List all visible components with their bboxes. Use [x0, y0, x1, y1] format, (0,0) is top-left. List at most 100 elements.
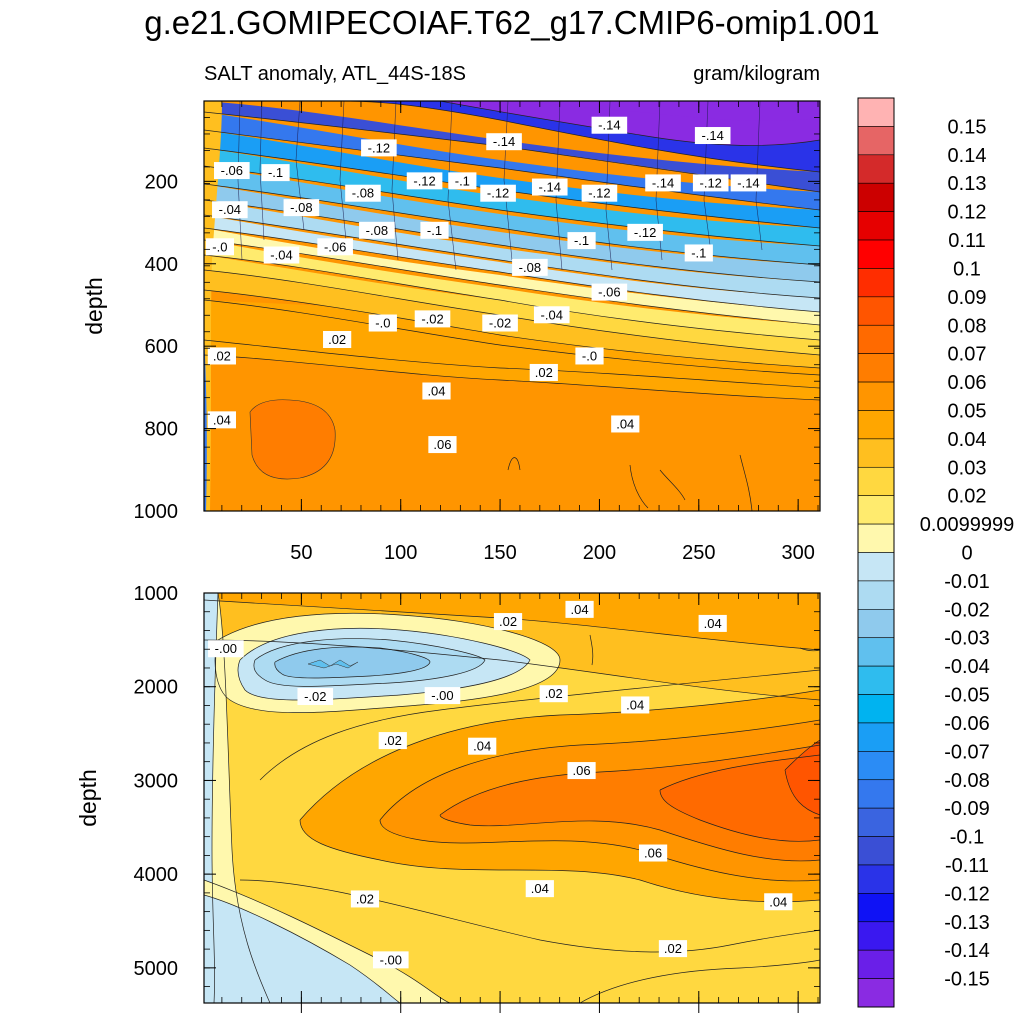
- upper-contour-label: -.04: [263, 246, 300, 264]
- upper-frame: [203, 100, 821, 512]
- lower-contour-label: .04: [468, 737, 497, 755]
- lower-contour-label-text: .02: [499, 614, 517, 629]
- colorbar-swatch: [857, 921, 895, 951]
- upper-contour-label-bg: [529, 363, 558, 381]
- upper-contour-label-text: -.14: [701, 128, 723, 143]
- upper-contour-label: .02: [207, 347, 236, 365]
- lower-contour-label-bg: [493, 613, 523, 631]
- upper-ytick-label: 800: [145, 419, 178, 441]
- lower-contour-label: .04: [621, 696, 650, 714]
- upper-contour-label-bg: [420, 221, 449, 239]
- colorbar-label: -0.08: [944, 770, 990, 792]
- colorbar-label: 0.05: [948, 400, 987, 422]
- upper-left-edge: [204, 330, 207, 511]
- upper-band-m005: [204, 148, 820, 246]
- upper-contour-label-text: -.12: [700, 175, 722, 190]
- lower-ytick-label: 1000: [134, 583, 179, 605]
- upper-xtick-label: 250: [682, 542, 715, 564]
- upper-contour-label-text: -.06: [324, 239, 346, 254]
- upper-band-m002: [204, 200, 820, 298]
- upper-band-000: [204, 228, 820, 325]
- colorbar-label: -0.09: [944, 798, 990, 820]
- lower-contour-label: .02: [378, 732, 407, 750]
- upper-contour-label-text: .02: [213, 348, 231, 363]
- colorbar-swatch: [857, 466, 895, 496]
- upper-contour-label: .06: [428, 436, 457, 454]
- upper-contour-label-text: -.0: [582, 348, 597, 363]
- upper-contour-label: -.12: [406, 172, 443, 190]
- upper-contour-label: -.14: [486, 133, 522, 151]
- lower-panel: .04 .02 .04 -.00 -.02 -.00 .02 .04 .02 .04 .06 .06.…: [204, 593, 820, 1003]
- upper-contour-label: -.14: [591, 116, 628, 134]
- lower-contour-label-text: .02: [356, 891, 374, 906]
- upper-contour-label: .04: [611, 415, 640, 433]
- colorbar-label: -0.02: [944, 599, 990, 621]
- lower-contour-label-text: .06: [644, 846, 662, 861]
- upper-contour-label-bg: [368, 314, 397, 332]
- colorbar-swatch: [857, 495, 895, 525]
- upper-contour-label-text: -.1: [691, 245, 706, 260]
- lower-contour-label: .04: [525, 880, 554, 898]
- colorbar-swatch: [857, 609, 895, 639]
- upper-contour-label-text: .04: [427, 384, 445, 399]
- colorbar-swatch: [857, 239, 895, 269]
- lower-contour-label-text: .02: [664, 941, 682, 956]
- colorbar-swatch: [857, 154, 895, 184]
- upper-contour-label-text: -.08: [519, 260, 541, 275]
- colorbar-label: 0.07: [948, 344, 987, 366]
- colorbar-swatch: [857, 694, 895, 724]
- upper-contour-label-bg: [448, 172, 477, 190]
- colorbar-swatch: [857, 353, 895, 383]
- colorbar-swatch: [857, 949, 895, 979]
- upper-band-005: [204, 380, 820, 511]
- upper-xtick-label: 100: [384, 542, 417, 564]
- lower-contour-label-bg: [350, 890, 380, 908]
- upper-contour-label: -.1: [567, 232, 596, 250]
- upper-contour-label-text: -.1: [455, 173, 470, 188]
- colorbar-swatch: [857, 97, 895, 127]
- lower-contour-label: .04: [764, 893, 793, 911]
- upper-contour-label-bg: [482, 314, 518, 332]
- upper-contour-label: -.12: [361, 139, 397, 157]
- upper-contour-label-text: -.12: [413, 173, 435, 188]
- upper-contour-label-bg: [261, 164, 290, 182]
- lower-ytick-label: 2000: [134, 677, 179, 699]
- colorbar-swatch: [857, 779, 895, 809]
- colorbar-swatch: [857, 864, 895, 894]
- colorbar-swatch: [857, 893, 895, 923]
- upper-contour-label-bg: [422, 382, 451, 400]
- upper-contour-label: -.04: [212, 201, 248, 219]
- upper-axes: 200 400 600 800 1000 50 100 150 200 250 300: [134, 100, 820, 564]
- upper-xtick-label: 150: [483, 542, 516, 564]
- lower-contour-label-bg: [539, 685, 568, 703]
- upper-contour-label-text: -.02: [489, 316, 511, 331]
- lower-contour-label-bg: [565, 600, 594, 618]
- upper-contour-label-bg: [323, 330, 352, 348]
- upper-contour-label: -.08: [345, 184, 381, 202]
- upper-contour-label-text: -.14: [493, 134, 515, 149]
- lower-contour-label: .06: [638, 844, 668, 862]
- lower-contour-label-bg: [372, 951, 409, 969]
- upper-contour-label-bg: [486, 133, 522, 151]
- upper-contour-label-bg: [207, 411, 236, 429]
- lower-contour-label-bg: [698, 614, 727, 632]
- lower-bottom-m001: [204, 895, 400, 1003]
- colorbar-swatch: [857, 722, 895, 752]
- upper-contour-label: -.0: [205, 238, 234, 256]
- upper-contour-label: -.06: [591, 283, 628, 301]
- colorbar-label: -0.01: [944, 571, 990, 593]
- lower-contour-label: -.00: [372, 951, 409, 969]
- upper-contour-label: -.12: [581, 184, 618, 202]
- lower-axes: 1000 2000 3000 4000 5000: [134, 583, 820, 1013]
- upper-contour-label-bg: [730, 174, 767, 192]
- colorbar-label: 0.13: [948, 173, 987, 195]
- colorbar-swatch: [857, 807, 895, 837]
- lower-contour-label-bg: [525, 880, 554, 898]
- upper-contour-label-bg: [575, 347, 604, 365]
- upper-contour-label-bg: [480, 184, 516, 202]
- upper-contour-label-text: -.0: [375, 316, 390, 331]
- upper-contour-label-text: -.1: [427, 223, 442, 238]
- figure-title: g.e21.GOMIPECOIAF.T62_g17.CMIP6-omip1.00…: [144, 4, 880, 41]
- colorbar-label: -0.05: [944, 685, 990, 707]
